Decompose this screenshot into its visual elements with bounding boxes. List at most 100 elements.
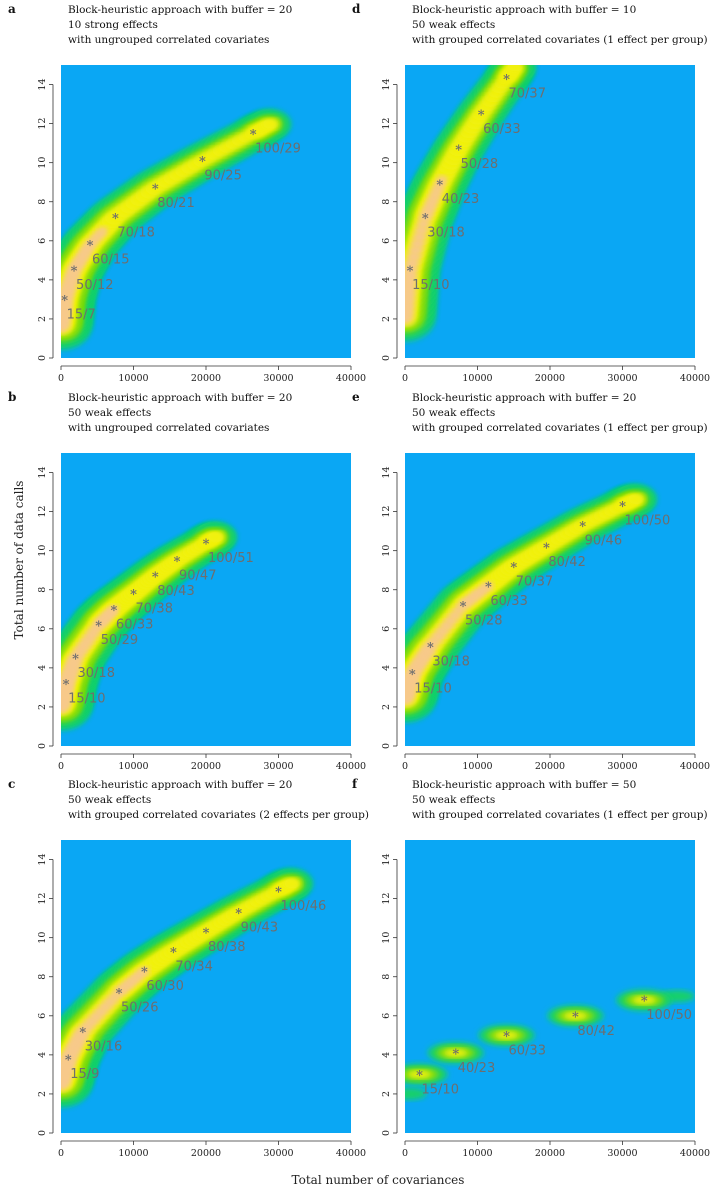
density-layer <box>61 109 291 350</box>
panel-title-line: with ungrouped correlated covariates <box>68 422 269 434</box>
y-tick-label: 12 <box>37 506 48 518</box>
density-blob <box>563 1011 588 1020</box>
x-tick-label: 10000 <box>118 1148 148 1159</box>
data-point: * <box>427 640 434 655</box>
data-point: * <box>422 211 429 226</box>
data-label: 30/18 <box>432 654 469 669</box>
panel-letter: a <box>8 2 16 16</box>
x-tick-label: 40000 <box>336 373 366 384</box>
panel-title-line: with grouped correlated covariates (1 ef… <box>412 34 708 46</box>
data-label: 50/28 <box>465 613 502 628</box>
data-point: * <box>485 580 492 595</box>
data-label: 15/10 <box>68 691 105 706</box>
data-label: 30/18 <box>427 225 464 240</box>
data-label: 100/50 <box>625 514 671 529</box>
y-tick-label: 14 <box>37 853 48 865</box>
panel-letter: c <box>8 777 15 791</box>
data-label: 60/33 <box>483 122 520 137</box>
x-tick-label: 30000 <box>263 1148 293 1159</box>
y-tick-label: 6 <box>381 626 392 632</box>
density-blob <box>632 996 657 1005</box>
data-point: * <box>152 570 159 585</box>
plot-background <box>405 840 695 1133</box>
y-tick-label: 0 <box>37 355 48 361</box>
data-label: 100/50 <box>646 1008 692 1023</box>
figure-xlabel: Total number of covariances <box>292 1173 465 1187</box>
x-tick-label: 10000 <box>462 373 492 384</box>
panel-letter: b <box>8 390 16 404</box>
y-tick-label: 6 <box>37 626 48 632</box>
density-blob <box>407 1070 432 1079</box>
data-label: 70/18 <box>117 225 154 240</box>
y-tick-label: 12 <box>37 118 48 130</box>
data-point: * <box>572 1010 579 1025</box>
data-label: 40/23 <box>458 1061 495 1076</box>
data-point: * <box>72 652 79 667</box>
data-label: 50/12 <box>76 278 113 293</box>
y-tick-label: 12 <box>381 118 392 130</box>
x-tick-label: 30000 <box>607 761 637 772</box>
data-label: 60/33 <box>490 594 527 609</box>
data-label: 90/43 <box>241 920 278 935</box>
data-point: * <box>452 1047 459 1062</box>
x-tick-label: 40000 <box>336 761 366 772</box>
panel-title-line: Block-heuristic approach with buffer = 2… <box>68 779 292 791</box>
panel-c: c Block-heuristic approach with buffer = … <box>8 777 369 1159</box>
data-point: * <box>95 619 102 634</box>
y-tick-label: 14 <box>381 853 392 865</box>
x-tick-label: 0 <box>402 1148 408 1159</box>
data-label: 100/46 <box>281 899 327 914</box>
panel-title-line: 50 weak effects <box>412 19 495 31</box>
data-label: 15/10 <box>422 1082 459 1097</box>
y-tick-label: 14 <box>37 78 48 90</box>
y-tick-label: 0 <box>37 743 48 749</box>
panel-title-line: with grouped correlated covariates (2 ef… <box>68 809 369 821</box>
data-point: * <box>436 178 443 193</box>
data-label: 15/9 <box>70 1067 99 1082</box>
data-point: * <box>65 1053 72 1068</box>
data-label: 70/34 <box>175 959 212 974</box>
density-layer <box>61 869 313 1108</box>
data-label: 80/43 <box>157 584 194 599</box>
data-label: 60/33 <box>116 617 153 632</box>
x-tick-label: 0 <box>58 1148 64 1159</box>
x-tick-label: 10000 <box>118 373 148 384</box>
y-tick-label: 0 <box>381 1130 392 1136</box>
panel-letter: f <box>352 777 358 791</box>
y-tick-label: 14 <box>381 78 392 90</box>
panel-title-line: 50 weak effects <box>68 407 151 419</box>
x-tick-label: 40000 <box>680 373 710 384</box>
data-point: * <box>87 239 94 254</box>
x-tick-label: 10000 <box>462 1148 492 1159</box>
density-layer <box>61 522 237 731</box>
panel-title-line: with ungrouped correlated covariates <box>68 34 269 46</box>
panel-title-line: Block-heuristic approach with buffer = 2… <box>412 392 636 404</box>
data-label: 60/15 <box>92 253 129 268</box>
y-tick-label: 12 <box>37 893 48 905</box>
panel-title-line: 10 strong effects <box>68 19 158 31</box>
x-tick-label: 20000 <box>191 1148 221 1159</box>
x-tick-label: 0 <box>402 373 408 384</box>
data-point: * <box>152 182 159 197</box>
density-blob <box>507 65 524 72</box>
data-point: * <box>503 73 510 88</box>
density-blob <box>262 118 279 129</box>
data-label: 40/23 <box>442 192 479 207</box>
y-tick-label: 2 <box>37 1091 48 1097</box>
data-point: * <box>409 668 416 683</box>
data-label: 80/21 <box>157 196 194 211</box>
x-tick-label: 10000 <box>118 761 148 772</box>
data-label: 50/28 <box>461 157 498 172</box>
panel-title-line: Block-heuristic approach with buffer = 5… <box>412 779 636 791</box>
x-tick-label: 30000 <box>263 373 293 384</box>
data-point: * <box>455 143 462 158</box>
density-blob <box>443 1048 468 1057</box>
data-point: * <box>130 588 137 603</box>
y-tick-label: 10 <box>381 157 392 169</box>
data-label: 90/46 <box>585 533 622 548</box>
data-label: 15/10 <box>412 278 449 293</box>
panel-letter: e <box>352 390 360 404</box>
data-point: * <box>478 108 485 123</box>
density-layer <box>405 65 536 342</box>
y-tick-label: 14 <box>37 466 48 478</box>
